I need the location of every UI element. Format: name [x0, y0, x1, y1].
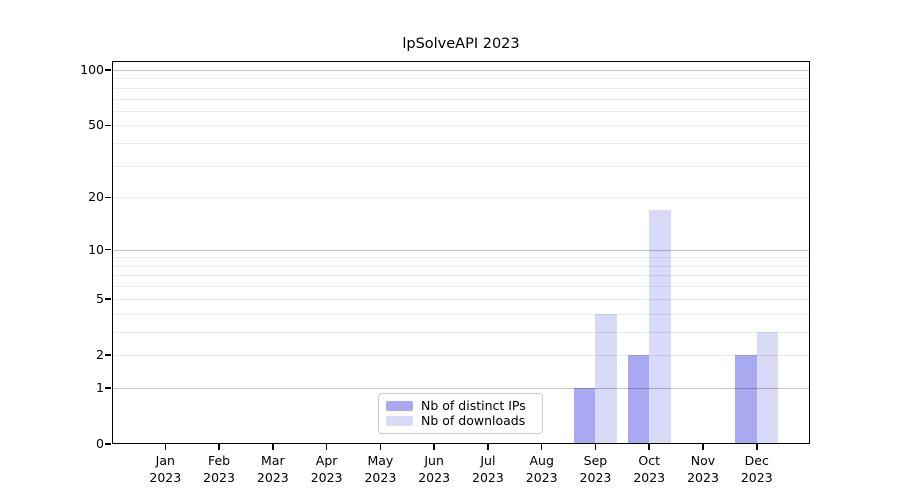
bar-distinct-ips-oct [627, 354, 650, 444]
x-tick-label: Dec 2023 [740, 453, 773, 485]
y-tick-label: 0 [96, 436, 104, 451]
x-tick-mark [379, 444, 382, 450]
chart-title: lpSolveAPI 2023 [402, 36, 520, 52]
minor-gridline [112, 286, 810, 288]
minor-gridline [112, 354, 810, 356]
legend: Nb of distinct IPs Nb of downloads [378, 393, 543, 434]
x-tick-label: Oct 2023 [633, 453, 666, 485]
minor-gridline [112, 265, 810, 267]
minor-gridline [112, 110, 810, 112]
minor-gridline [112, 331, 810, 333]
y-tick-mark [105, 354, 111, 356]
x-tick-label: Aug 2023 [525, 453, 558, 485]
x-tick-label: Sep 2023 [579, 453, 612, 485]
y-tick-mark [105, 196, 111, 199]
bar-distinct-ips-sep [573, 387, 596, 444]
y-tick-label: 2 [96, 346, 104, 362]
y-tick-mark [105, 443, 111, 445]
legend-swatch-downloads [386, 416, 413, 426]
x-tick-mark [325, 444, 328, 450]
y-tick-label: 10 [88, 241, 104, 257]
y-tick-label: 50 [88, 117, 104, 133]
x-tick-label: Jun 2023 [418, 453, 451, 485]
x-tick-mark [756, 444, 758, 450]
y-tick-mark [105, 69, 111, 71]
y-tick-mark [105, 387, 111, 389]
major-gridline [112, 387, 810, 389]
x-tick-mark [594, 444, 597, 450]
y-tick-label: 100 [80, 61, 104, 77]
bar-distinct-ips-dec [735, 354, 757, 444]
minor-gridline [112, 275, 810, 277]
x-tick-label: Jan 2023 [149, 453, 182, 485]
y-tick-label: 1 [96, 379, 104, 395]
legend-label-downloads: Nb of downloads [421, 413, 526, 428]
minor-gridline [112, 197, 810, 199]
minor-gridline [112, 165, 810, 167]
legend-entry-downloads: Nb of downloads [386, 414, 534, 428]
x-tick-mark [218, 444, 220, 450]
x-tick-mark [272, 444, 274, 450]
x-tick-label: Jul 2023 [472, 453, 504, 485]
minor-gridline [112, 143, 810, 145]
x-tick-mark [164, 444, 167, 450]
legend-entry-distinct-ips: Nb of distinct IPs [386, 399, 534, 413]
y-tick-mark [105, 124, 111, 127]
minor-gridline [112, 298, 810, 300]
bar-downloads-sep [595, 313, 617, 444]
legend-swatch-distinct-ips [386, 401, 413, 411]
minor-gridline [112, 78, 810, 80]
legend-label-distinct-ips: Nb of distinct IPs [421, 398, 526, 413]
x-tick-label: Nov 2023 [687, 453, 719, 485]
y-tick-label: 5 [96, 290, 104, 306]
bar-downloads-oct [649, 209, 671, 444]
plot-area [112, 61, 810, 444]
x-tick-mark [648, 444, 650, 450]
bar-downloads-dec [756, 331, 779, 444]
minor-gridline [112, 98, 810, 100]
x-tick-label: Mar 2023 [256, 453, 289, 485]
y-tick-mark [105, 248, 111, 251]
x-tick-mark [702, 444, 704, 450]
x-tick-label: May 2023 [364, 453, 397, 485]
minor-gridline [112, 87, 810, 89]
x-tick-label: Feb 2023 [203, 453, 235, 485]
minor-gridline [112, 125, 810, 127]
y-tick-mark [105, 298, 111, 300]
x-tick-mark [433, 444, 435, 450]
x-tick-label: Apr 2023 [310, 453, 343, 485]
minor-gridline [112, 313, 810, 315]
y-tick-label: 20 [88, 189, 104, 205]
major-gridline [112, 249, 810, 251]
minor-gridline [112, 257, 810, 259]
x-tick-mark [540, 444, 543, 450]
major-gridline [112, 69, 810, 71]
x-tick-mark [487, 444, 489, 450]
